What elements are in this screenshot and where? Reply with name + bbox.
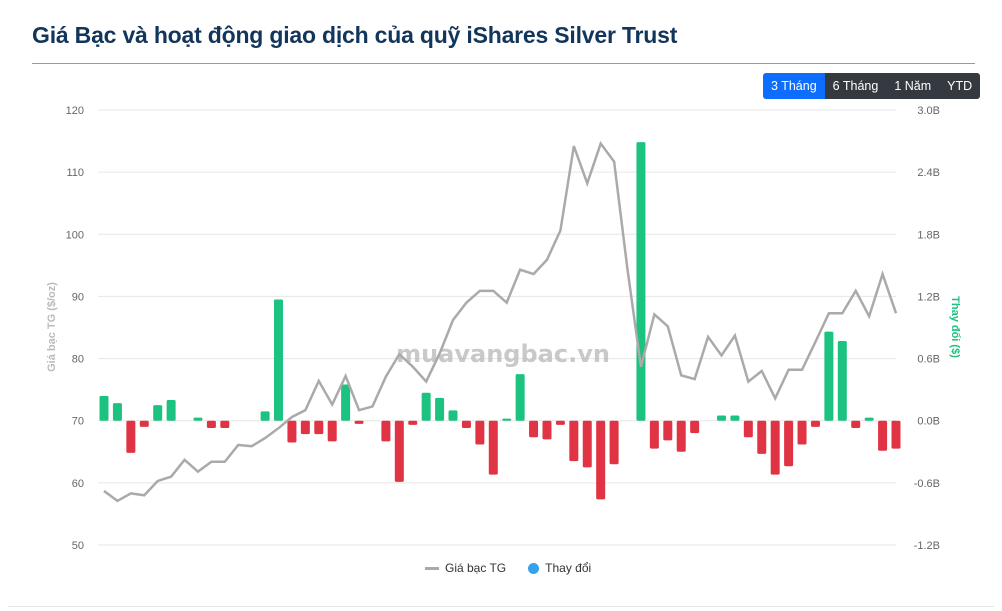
bar-change	[435, 397, 445, 421]
y-tick-label-left: 100	[66, 229, 84, 241]
bar-change	[112, 403, 122, 421]
bar-change	[784, 420, 794, 467]
y-axis-title-left: Giá bạc TG ($/oz)	[46, 282, 58, 372]
bar-change	[676, 420, 686, 452]
y-tick-label-right: 1.2B	[917, 291, 940, 303]
y-tick-label-right: -0.6B	[914, 478, 940, 490]
page-title: Giá Bạc và hoạt động giao dịch của quỹ i…	[32, 22, 678, 48]
bar-change	[206, 420, 216, 428]
y-tick-label-left: 70	[72, 416, 84, 428]
bar-change	[139, 420, 149, 427]
bar-change	[542, 420, 552, 440]
bar-change	[663, 420, 673, 441]
legend-item-price[interactable]: Giá bạc TG	[445, 561, 507, 575]
bar-change	[864, 417, 874, 421]
y-tick-label-left: 120	[66, 105, 84, 117]
bar-change	[690, 420, 700, 434]
bar-change	[421, 392, 431, 421]
range-button-ytd[interactable]: YTD	[939, 73, 981, 99]
price-line	[103, 140, 898, 503]
legend-line-swatch	[425, 566, 439, 570]
range-button-1-year[interactable]: 1 Năm	[886, 73, 940, 99]
y-tick-label-right: 2.4B	[917, 167, 940, 179]
bar-change	[461, 420, 471, 428]
bar-change	[743, 420, 753, 438]
bar-change	[153, 405, 163, 421]
bar-change	[166, 400, 176, 421]
bar-change	[730, 415, 740, 421]
bar-change	[300, 420, 310, 435]
bar-change	[354, 420, 364, 424]
bar-change	[851, 420, 861, 428]
bar-change	[810, 420, 820, 427]
y-tick-label-right: 1.8B	[917, 229, 940, 241]
y-tick-label-left: 110	[66, 167, 84, 179]
bar-change	[327, 420, 337, 442]
bar-change	[837, 340, 847, 421]
y-tick-label-left: 80	[72, 354, 84, 366]
bar-change	[529, 420, 539, 438]
bar-change	[757, 420, 767, 454]
bar-change	[448, 410, 458, 421]
y-tick-label-left: 90	[72, 291, 84, 303]
chart-card	[8, 0, 994, 607]
y-tick-label-right: 3.0B	[917, 105, 940, 117]
bar-change	[475, 420, 485, 445]
range-button-6-months[interactable]: 6 Tháng	[824, 73, 887, 99]
watermark: muavangbac.vn	[396, 340, 610, 368]
bar-change	[515, 374, 525, 421]
bar-change	[126, 420, 136, 453]
bar-change	[381, 420, 391, 442]
bar-change	[891, 420, 901, 449]
y-axis-title-right: Thay đổi ($)	[949, 296, 961, 358]
y-tick-label-right: -1.2B	[914, 540, 940, 552]
range-selector: 3 Tháng 6 Tháng 1 Năm YTD	[763, 73, 981, 99]
bar-change	[569, 420, 579, 462]
bar-change	[636, 142, 646, 421]
bar-change	[341, 384, 351, 421]
bar-change	[596, 420, 606, 500]
legend-dot-swatch	[528, 562, 540, 574]
bar-change	[220, 420, 230, 428]
bar-change	[408, 420, 418, 425]
bar-change	[287, 420, 297, 443]
bar-change	[824, 331, 834, 421]
bar-change	[582, 420, 592, 468]
y-tick-label-left: 60	[72, 478, 84, 490]
bar-change	[99, 395, 109, 421]
y-tick-label-right: 0.6B	[917, 354, 940, 366]
bar-change	[797, 420, 807, 445]
bar-change	[394, 420, 404, 482]
bar-change	[488, 420, 498, 475]
y-tick-label-right: 0.0B	[917, 416, 940, 428]
bar-change	[555, 420, 565, 425]
bar-change	[193, 417, 203, 421]
bar-change	[260, 411, 270, 421]
title-divider	[32, 63, 975, 64]
bar-change	[649, 420, 659, 449]
y-tick-label-left: 50	[72, 540, 84, 552]
bar-change	[274, 299, 284, 421]
legend: Giá bạc TG Thay đổi	[425, 561, 591, 575]
bar-change	[314, 420, 324, 435]
bar-change	[609, 420, 619, 465]
bar-change	[502, 418, 512, 421]
bar-change	[878, 420, 888, 451]
range-button-3-months[interactable]: 3 Tháng	[763, 73, 825, 99]
bar-change	[770, 420, 780, 475]
bar-change	[716, 415, 726, 421]
legend-item-change[interactable]: Thay đổi	[545, 561, 592, 575]
